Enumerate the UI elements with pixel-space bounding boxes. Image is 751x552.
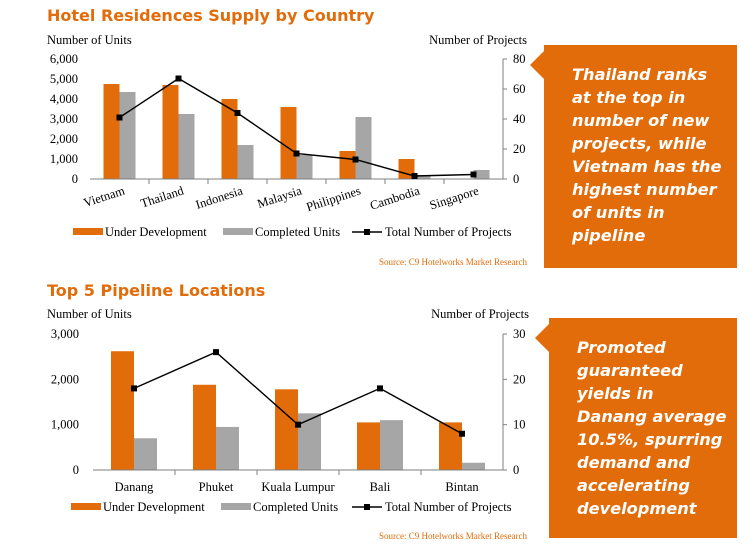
chart1-line-point (411, 173, 418, 179)
chart1-bar-completed-units (178, 114, 195, 179)
chart1-bar-completed-units (296, 155, 313, 179)
chart2-line-point (459, 430, 465, 437)
chart2-line-point (295, 421, 301, 428)
chart1-line-point (470, 171, 477, 178)
chart2-legend-swatch-completed (221, 503, 251, 510)
chart1-bar-under-development (398, 159, 415, 179)
callout-bottom: Promoted guaranteed yields in Danang ave… (535, 318, 737, 538)
chart2-category-label: Danang (115, 480, 155, 494)
chart2-y2-tick-label: 20 (513, 372, 526, 386)
chart1-y-tick-label: 4,000 (50, 92, 78, 106)
chart1-y-tick-label: 5,000 (50, 72, 78, 86)
chart2-y-tick-label: 3,000 (51, 327, 79, 341)
chart2-bar-under-development (357, 422, 380, 470)
callout-top: Thailand ranks at the top in number of n… (530, 45, 737, 268)
chart1-bar-under-development (221, 99, 238, 179)
chart1-bar-completed-units (119, 92, 136, 179)
chart2-bar-under-development (111, 351, 134, 470)
chart2-y2-tick-label: 0 (513, 463, 519, 477)
chart2-bar-under-development (439, 422, 462, 470)
chart1-legend-swatch-under (73, 228, 103, 235)
chart1-legend-label-under: Under Development (105, 225, 207, 239)
chart1-legend-label-line: Total Number of Projects (385, 225, 512, 239)
chart2-y2-tick-label: 10 (513, 418, 526, 432)
chart1-y2-tick-label: 20 (513, 142, 526, 156)
chart2-source-note: Source: C9 Hotelworks Market Research (379, 531, 527, 541)
chart1-line-point (175, 75, 182, 82)
chart2-line-point (213, 349, 219, 356)
chart2-bar-completed-units (216, 426, 239, 470)
chart1-y2-tick-label: 0 (513, 172, 519, 186)
chart2-bar-completed-units (380, 420, 403, 470)
chart2-legend-label-under: Under Development (103, 500, 205, 514)
chart2-category-label: Kuala Lumpur (261, 480, 335, 494)
chart2-y-tick-label: 1,000 (51, 418, 79, 432)
chart2-legend-label-completed: Completed Units (253, 500, 338, 514)
chart2-line-point (377, 385, 383, 392)
chart1-bar-completed-units (414, 175, 431, 179)
chart1-y2-tick-label: 60 (513, 82, 526, 96)
chart2-bar-completed-units (462, 462, 485, 470)
chart1-line-point (293, 150, 300, 157)
chart1-y-tick-label: 6,000 (50, 52, 78, 66)
chart2-line-point (131, 385, 137, 392)
chart1-source-note: Source: C9 Hotelworks Market Research (379, 257, 527, 267)
chart1-bar-completed-units (237, 145, 254, 179)
chart2-bar-under-development (275, 389, 298, 470)
chart2-title: Top 5 Pipeline Locations (47, 281, 266, 300)
chart1-bar-under-development (280, 107, 297, 179)
chart2-bar-completed-units (298, 413, 321, 470)
chart2-y-tick-label: 0 (73, 463, 79, 477)
chart2-y2-tick-label: 30 (513, 327, 526, 341)
chart1-line-point (234, 110, 241, 116)
chart1-bar-under-development (162, 85, 179, 179)
chart1-y-tick-label: 1,000 (50, 152, 78, 166)
chart1-legend-swatch-marker (364, 229, 370, 235)
chart1-y2-tick-label: 80 (513, 52, 526, 66)
chart2-y2-axis-label: Number of Projects (431, 307, 529, 321)
chart1-legend-swatch-completed (223, 228, 253, 235)
chart2-legend-swatch-marker (364, 504, 370, 510)
chart1-y2-tick-label: 40 (513, 112, 526, 126)
chart1-y-tick-label: 0 (72, 172, 78, 186)
chart1-bar-under-development (103, 84, 120, 179)
chart2-legend-swatch-under (71, 503, 101, 510)
chart1-y-tick-label: 3,000 (50, 112, 78, 126)
chart1-legend-label-completed: Completed Units (255, 225, 340, 239)
chart2-y-tick-label: 2,000 (51, 372, 79, 386)
chart1-bar-completed-units (473, 170, 490, 179)
chart1-line-point (352, 156, 359, 163)
chart1-y-tick-label: 2,000 (50, 132, 78, 146)
chart2-category-label: Phuket (199, 480, 234, 494)
chart1-line-point (116, 114, 123, 121)
chart2-category-label: Bali (370, 480, 391, 494)
chart1-y-axis-label: Number of Units (47, 33, 132, 47)
chart2-bar-under-development (193, 384, 216, 470)
chart1-y2-axis-label: Number of Projects (429, 33, 527, 47)
chart2-legend-label-line: Total Number of Projects (385, 500, 512, 514)
chart1-title: Hotel Residences Supply by Country (47, 6, 375, 25)
chart2-bar-completed-units (134, 438, 157, 470)
chart2-category-label: Bintan (445, 480, 479, 494)
chart2-y-axis-label: Number of Units (47, 307, 132, 321)
